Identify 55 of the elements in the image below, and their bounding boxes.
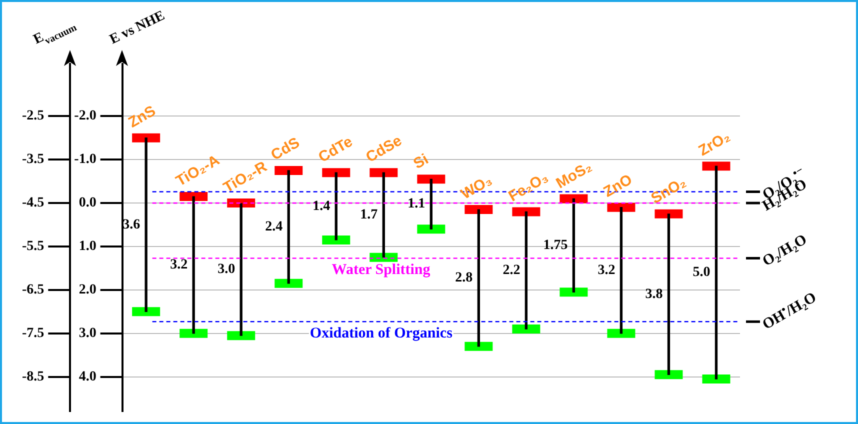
y-axis-title: E vs NHE bbox=[108, 8, 168, 48]
y-tick-label: 1.0 bbox=[78, 239, 96, 254]
annotation: 1.75 bbox=[543, 238, 568, 254]
y2-tick-label: -8.5 bbox=[22, 369, 44, 384]
bar bbox=[382, 172, 385, 258]
y2-tick-label: -4.5 bbox=[22, 196, 44, 211]
x-tick-label: CdS bbox=[268, 134, 303, 164]
bar bbox=[334, 172, 338, 240]
y-tick-label: 3.0 bbox=[78, 326, 96, 341]
x-tick-label: ZnO bbox=[600, 170, 636, 201]
x-tick-label: MoS₂ bbox=[553, 158, 595, 192]
x-tick-label: CdSe bbox=[363, 132, 405, 166]
y2-tick-label: -6.5 bbox=[22, 282, 44, 298]
x-tick-label: SnO₂ bbox=[648, 174, 690, 208]
x-tick-label: CdTe bbox=[316, 133, 356, 166]
y2-tick-label: -5.5 bbox=[22, 239, 44, 254]
x-tick-label: WO₃ bbox=[458, 172, 496, 204]
ref-line-label: OH•/H₂O bbox=[760, 290, 820, 334]
annotation: 1.7 bbox=[360, 208, 378, 223]
bar bbox=[430, 178, 432, 230]
x-tick-label: Si bbox=[410, 150, 432, 173]
bar bbox=[620, 207, 623, 334]
y-tick-label: -2.0 bbox=[74, 108, 96, 124]
annotation: 2.4 bbox=[265, 220, 283, 235]
y-tick-label: 0.0 bbox=[78, 196, 96, 211]
annotation: Water Splitting bbox=[332, 262, 431, 278]
annotation: Oxidation of Organics bbox=[310, 326, 453, 342]
bar bbox=[524, 211, 528, 330]
y-tick-label: -1.0 bbox=[74, 152, 96, 168]
x-tick-label: ZrO₂ bbox=[696, 128, 734, 160]
annotation: 1.1 bbox=[408, 196, 426, 212]
y2-tick-label: -7.5 bbox=[22, 326, 44, 341]
y2-tick-label: -2.5 bbox=[22, 108, 44, 124]
annotation: 2.8 bbox=[455, 270, 473, 286]
y-tick-label: 2.0 bbox=[78, 282, 96, 298]
annotation: 5.0 bbox=[692, 265, 710, 280]
x-tick-label: ZnS bbox=[126, 102, 159, 132]
bar bbox=[287, 170, 290, 284]
annotation: 3.0 bbox=[218, 262, 236, 277]
bar bbox=[572, 198, 576, 292]
y-tick-label: 4.0 bbox=[78, 369, 96, 384]
annotation: 3.2 bbox=[170, 258, 188, 273]
bar bbox=[192, 196, 195, 334]
bar bbox=[144, 138, 148, 312]
bar bbox=[240, 203, 242, 336]
annotation: 1.4 bbox=[312, 198, 330, 214]
bar bbox=[714, 166, 718, 380]
x-tick-label: Fe₂O₃ bbox=[506, 169, 552, 206]
annotation: 3.2 bbox=[598, 262, 616, 278]
y2-tick-label: -3.5 bbox=[22, 152, 44, 168]
bar bbox=[477, 209, 480, 347]
annotation: 2.2 bbox=[502, 262, 520, 278]
annotation: 3.8 bbox=[645, 286, 663, 302]
annotation: 3.6 bbox=[122, 217, 140, 232]
bar bbox=[667, 214, 670, 375]
